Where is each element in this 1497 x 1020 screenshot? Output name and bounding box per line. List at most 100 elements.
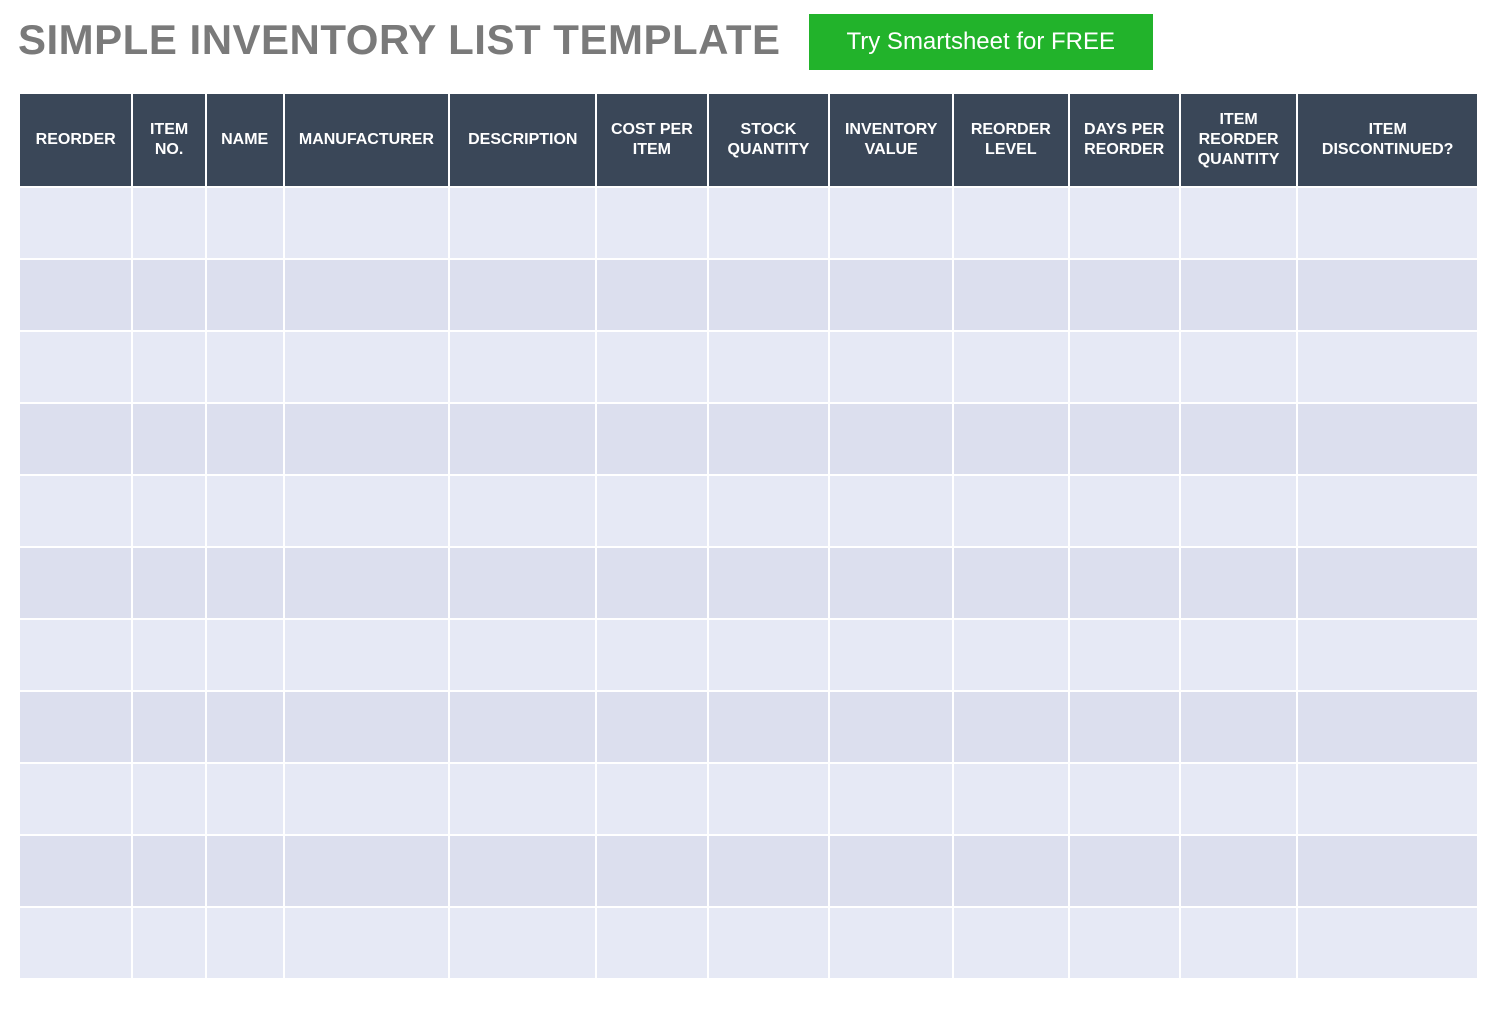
table-cell[interactable] (206, 547, 284, 619)
table-cell[interactable] (1180, 259, 1298, 331)
table-cell[interactable] (19, 763, 132, 835)
table-cell[interactable] (1069, 619, 1180, 691)
table-cell[interactable] (449, 547, 596, 619)
table-cell[interactable] (1180, 691, 1298, 763)
table-cell[interactable] (206, 835, 284, 907)
table-cell[interactable] (953, 403, 1068, 475)
table-cell[interactable] (1069, 259, 1180, 331)
table-cell[interactable] (1297, 403, 1478, 475)
table-cell[interactable] (1069, 835, 1180, 907)
table-cell[interactable] (1180, 187, 1298, 259)
table-cell[interactable] (1069, 547, 1180, 619)
table-cell[interactable] (953, 619, 1068, 691)
table-cell[interactable] (19, 475, 132, 547)
table-cell[interactable] (206, 187, 284, 259)
table-cell[interactable] (1297, 547, 1478, 619)
table-cell[interactable] (708, 475, 830, 547)
table-cell[interactable] (596, 691, 707, 763)
table-cell[interactable] (1297, 331, 1478, 403)
table-cell[interactable] (132, 403, 205, 475)
table-cell[interactable] (596, 763, 707, 835)
table-cell[interactable] (284, 547, 450, 619)
table-cell[interactable] (132, 763, 205, 835)
table-cell[interactable] (708, 835, 830, 907)
table-cell[interactable] (1069, 475, 1180, 547)
table-cell[interactable] (206, 691, 284, 763)
table-cell[interactable] (1069, 403, 1180, 475)
table-cell[interactable] (1297, 187, 1478, 259)
table-cell[interactable] (1297, 619, 1478, 691)
table-cell[interactable] (829, 187, 953, 259)
table-cell[interactable] (1180, 547, 1298, 619)
table-cell[interactable] (19, 403, 132, 475)
table-cell[interactable] (596, 475, 707, 547)
table-cell[interactable] (19, 331, 132, 403)
table-cell[interactable] (206, 907, 284, 979)
table-cell[interactable] (829, 907, 953, 979)
table-cell[interactable] (596, 547, 707, 619)
table-cell[interactable] (132, 835, 205, 907)
table-cell[interactable] (708, 907, 830, 979)
table-cell[interactable] (708, 259, 830, 331)
table-cell[interactable] (19, 907, 132, 979)
table-cell[interactable] (449, 835, 596, 907)
table-cell[interactable] (19, 835, 132, 907)
table-cell[interactable] (132, 187, 205, 259)
table-cell[interactable] (1180, 403, 1298, 475)
table-cell[interactable] (953, 547, 1068, 619)
table-cell[interactable] (596, 835, 707, 907)
table-cell[interactable] (284, 475, 450, 547)
table-cell[interactable] (449, 475, 596, 547)
table-cell[interactable] (1180, 763, 1298, 835)
table-cell[interactable] (953, 331, 1068, 403)
table-cell[interactable] (284, 907, 450, 979)
table-cell[interactable] (206, 403, 284, 475)
table-cell[interactable] (132, 331, 205, 403)
table-cell[interactable] (19, 187, 132, 259)
table-cell[interactable] (708, 187, 830, 259)
table-cell[interactable] (132, 619, 205, 691)
table-cell[interactable] (132, 259, 205, 331)
table-cell[interactable] (284, 259, 450, 331)
table-cell[interactable] (708, 691, 830, 763)
table-cell[interactable] (132, 907, 205, 979)
table-cell[interactable] (953, 835, 1068, 907)
table-cell[interactable] (284, 187, 450, 259)
table-cell[interactable] (708, 619, 830, 691)
table-cell[interactable] (132, 691, 205, 763)
table-cell[interactable] (953, 259, 1068, 331)
table-cell[interactable] (206, 763, 284, 835)
table-cell[interactable] (1069, 187, 1180, 259)
table-cell[interactable] (449, 187, 596, 259)
table-cell[interactable] (708, 403, 830, 475)
table-cell[interactable] (284, 403, 450, 475)
table-cell[interactable] (708, 763, 830, 835)
table-cell[interactable] (708, 547, 830, 619)
table-cell[interactable] (953, 187, 1068, 259)
table-cell[interactable] (449, 907, 596, 979)
table-cell[interactable] (829, 547, 953, 619)
table-cell[interactable] (829, 691, 953, 763)
table-cell[interactable] (206, 259, 284, 331)
table-cell[interactable] (1297, 835, 1478, 907)
table-cell[interactable] (449, 619, 596, 691)
table-cell[interactable] (1180, 331, 1298, 403)
table-cell[interactable] (1180, 835, 1298, 907)
table-cell[interactable] (206, 619, 284, 691)
table-cell[interactable] (284, 331, 450, 403)
table-cell[interactable] (829, 475, 953, 547)
table-cell[interactable] (1297, 475, 1478, 547)
table-cell[interactable] (19, 547, 132, 619)
table-cell[interactable] (449, 691, 596, 763)
table-cell[interactable] (829, 835, 953, 907)
table-cell[interactable] (1180, 475, 1298, 547)
table-cell[interactable] (1069, 691, 1180, 763)
table-cell[interactable] (449, 403, 596, 475)
table-cell[interactable] (1069, 331, 1180, 403)
table-cell[interactable] (284, 763, 450, 835)
table-cell[interactable] (953, 475, 1068, 547)
table-cell[interactable] (829, 259, 953, 331)
table-cell[interactable] (284, 691, 450, 763)
table-cell[interactable] (449, 331, 596, 403)
table-cell[interactable] (596, 331, 707, 403)
